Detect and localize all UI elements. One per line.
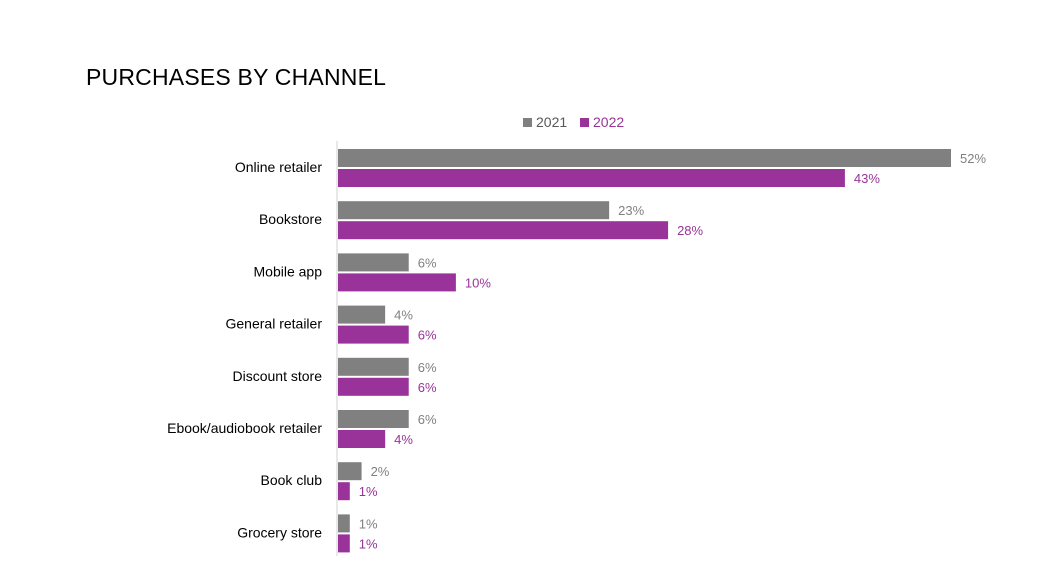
- bar-2022: [338, 430, 386, 448]
- legend-item-2022: 2022: [580, 114, 624, 130]
- bar-2021: [338, 514, 350, 533]
- category-label: Ebook/audiobook retailer: [167, 420, 322, 436]
- chart-title: PURCHASES BY CHANNEL: [86, 64, 387, 90]
- legend-item-2021: 2021: [523, 114, 567, 130]
- data-label-2021: 6%: [418, 412, 437, 427]
- bar-2022: [338, 377, 409, 396]
- data-label-2021: 2%: [371, 464, 390, 479]
- bar-2022: [338, 221, 669, 240]
- bar-2021: [338, 462, 362, 481]
- category-label: Discount store: [233, 368, 323, 384]
- chart-legend: 2021 2022: [0, 114, 1042, 134]
- bar-2022: [338, 325, 409, 344]
- legend-label-2022: 2022: [593, 114, 625, 130]
- data-label-2021: 1%: [359, 516, 378, 531]
- data-label-2021: 6%: [418, 360, 437, 375]
- bar-2021: [338, 410, 409, 428]
- data-label-2022: 6%: [418, 328, 437, 343]
- data-label-2022: 1%: [359, 536, 378, 551]
- category-label: Mobile app: [254, 263, 323, 279]
- category-label: Book club: [261, 472, 323, 488]
- bar-2021: [338, 253, 409, 272]
- bar-2022: [338, 534, 350, 553]
- legend-label-2021: 2021: [536, 114, 568, 130]
- legend-swatch-2021: [523, 117, 532, 127]
- bar-2021: [338, 201, 610, 220]
- bar-2022: [338, 482, 350, 501]
- bar-2021: [338, 305, 386, 324]
- bar-2022: [338, 273, 456, 292]
- bar-2021: [338, 357, 409, 376]
- category-label: General retailer: [226, 316, 323, 332]
- legend-swatch-2022: [580, 117, 589, 127]
- data-label-2021: 52%: [960, 151, 986, 166]
- data-label-2022: 28%: [677, 223, 703, 238]
- data-label-2022: 10%: [465, 275, 491, 290]
- category-label: Bookstore: [259, 211, 322, 227]
- data-label-2021: 4%: [394, 308, 413, 323]
- data-label-2021: 6%: [418, 255, 437, 270]
- data-label-2022: 43%: [854, 171, 880, 186]
- data-label-2022: 1%: [359, 484, 378, 499]
- data-label-2022: 4%: [394, 432, 413, 447]
- category-label: Grocery store: [237, 524, 322, 540]
- category-label: Online retailer: [235, 159, 322, 175]
- bar-2021: [338, 149, 951, 167]
- bar-2022: [338, 169, 845, 187]
- data-label-2021: 23%: [618, 203, 644, 218]
- data-label-2022: 6%: [418, 380, 437, 395]
